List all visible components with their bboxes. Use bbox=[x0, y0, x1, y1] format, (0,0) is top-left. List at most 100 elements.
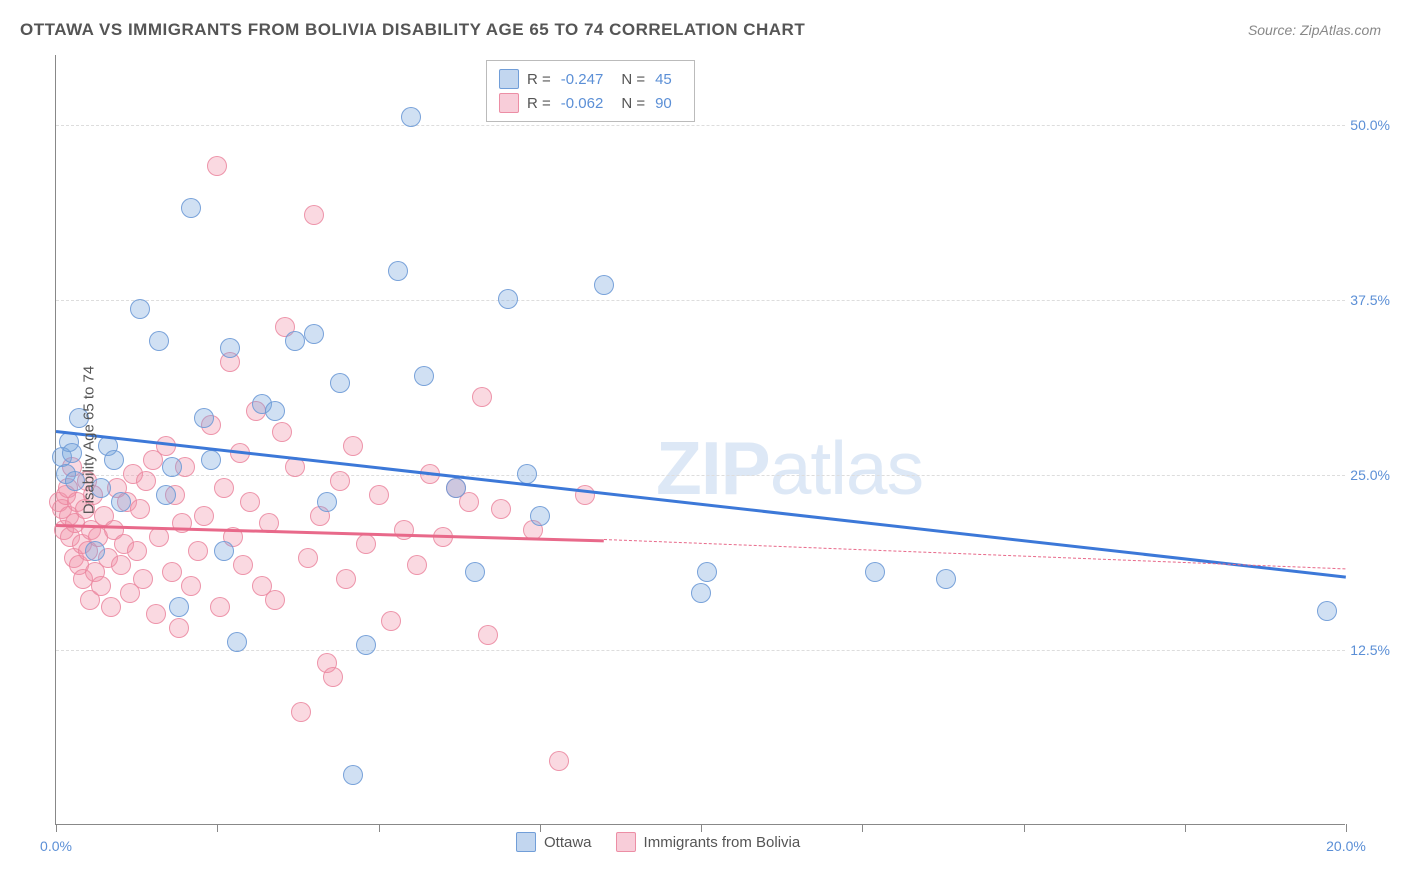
scatter-point bbox=[111, 555, 131, 575]
legend-swatch-bolivia bbox=[499, 93, 519, 113]
scatter-point bbox=[214, 478, 234, 498]
y-tick-label: 50.0% bbox=[1350, 117, 1390, 133]
legend-label-ottawa: Ottawa bbox=[544, 834, 592, 851]
x-tick bbox=[379, 824, 380, 832]
scatter-point bbox=[220, 338, 240, 358]
scatter-point bbox=[227, 632, 247, 652]
scatter-point bbox=[169, 618, 189, 638]
scatter-point bbox=[91, 576, 111, 596]
scatter-point bbox=[210, 597, 230, 617]
legend-n-label: N = bbox=[621, 95, 645, 112]
scatter-point bbox=[62, 443, 82, 463]
scatter-point bbox=[330, 471, 350, 491]
scatter-point bbox=[130, 499, 150, 519]
scatter-point bbox=[478, 625, 498, 645]
legend-n-value-ottawa: 45 bbox=[655, 71, 672, 88]
scatter-point bbox=[388, 261, 408, 281]
scatter-point bbox=[133, 569, 153, 589]
scatter-point bbox=[194, 408, 214, 428]
scatter-point bbox=[149, 331, 169, 351]
scatter-point bbox=[162, 457, 182, 477]
legend-label-bolivia: Immigrants from Bolivia bbox=[644, 834, 801, 851]
x-tick bbox=[1185, 824, 1186, 832]
chart-title: OTTAWA VS IMMIGRANTS FROM BOLIVIA DISABI… bbox=[20, 20, 805, 40]
scatter-point bbox=[194, 506, 214, 526]
scatter-point bbox=[356, 635, 376, 655]
legend-r-value-ottawa: -0.247 bbox=[561, 71, 604, 88]
scatter-point bbox=[317, 492, 337, 512]
scatter-point bbox=[188, 541, 208, 561]
scatter-point bbox=[323, 667, 343, 687]
scatter-point bbox=[162, 562, 182, 582]
scatter-point bbox=[401, 107, 421, 127]
correlation-legend: R = -0.247 N = 45 R = -0.062 N = 90 bbox=[486, 60, 695, 122]
y-tick-label: 37.5% bbox=[1350, 292, 1390, 308]
scatter-point bbox=[691, 583, 711, 603]
grid-line bbox=[56, 650, 1345, 651]
grid-line bbox=[56, 475, 1345, 476]
scatter-point bbox=[285, 331, 305, 351]
watermark-light: atlas bbox=[770, 426, 923, 510]
scatter-point bbox=[330, 373, 350, 393]
legend-swatch-ottawa bbox=[499, 69, 519, 89]
scatter-point bbox=[291, 702, 311, 722]
x-tick-label: 20.0% bbox=[1326, 838, 1366, 854]
scatter-point bbox=[343, 436, 363, 456]
scatter-point bbox=[181, 198, 201, 218]
scatter-point bbox=[369, 485, 389, 505]
x-tick bbox=[701, 824, 702, 832]
scatter-point bbox=[697, 562, 717, 582]
scatter-point bbox=[381, 611, 401, 631]
scatter-point bbox=[146, 604, 166, 624]
y-tick-label: 12.5% bbox=[1350, 642, 1390, 658]
scatter-point bbox=[130, 299, 150, 319]
y-tick-label: 25.0% bbox=[1350, 467, 1390, 483]
scatter-point bbox=[304, 324, 324, 344]
legend-n-label: N = bbox=[621, 71, 645, 88]
scatter-point bbox=[446, 478, 466, 498]
scatter-point bbox=[265, 401, 285, 421]
x-tick-label: 0.0% bbox=[40, 838, 72, 854]
scatter-point bbox=[265, 590, 285, 610]
chart-container: R = -0.247 N = 45 R = -0.062 N = 90 ZIPa… bbox=[55, 55, 1385, 825]
legend-swatch-ottawa bbox=[516, 832, 536, 852]
series-legend: Ottawa Immigrants from Bolivia bbox=[516, 832, 800, 852]
scatter-point bbox=[491, 499, 511, 519]
scatter-point bbox=[336, 569, 356, 589]
scatter-point bbox=[201, 450, 221, 470]
legend-r-label: R = bbox=[527, 95, 551, 112]
scatter-point bbox=[530, 506, 550, 526]
scatter-point bbox=[136, 471, 156, 491]
scatter-point bbox=[156, 485, 176, 505]
scatter-point bbox=[240, 492, 260, 512]
scatter-point bbox=[465, 562, 485, 582]
scatter-point bbox=[594, 275, 614, 295]
scatter-point bbox=[85, 541, 105, 561]
scatter-point bbox=[298, 548, 318, 568]
legend-row: R = -0.062 N = 90 bbox=[499, 91, 682, 115]
scatter-point bbox=[865, 562, 885, 582]
plot-area: R = -0.247 N = 45 R = -0.062 N = 90 ZIPa… bbox=[55, 55, 1345, 825]
scatter-point bbox=[181, 576, 201, 596]
scatter-point bbox=[101, 597, 121, 617]
x-tick bbox=[217, 824, 218, 832]
scatter-point bbox=[549, 751, 569, 771]
scatter-point bbox=[233, 555, 253, 575]
x-tick bbox=[56, 824, 57, 832]
watermark: ZIPatlas bbox=[656, 425, 923, 511]
scatter-point bbox=[472, 387, 492, 407]
trend-line bbox=[56, 524, 604, 542]
scatter-point bbox=[169, 597, 189, 617]
scatter-point bbox=[414, 366, 434, 386]
source-credit: Source: ZipAtlas.com bbox=[1248, 22, 1381, 38]
y-axis-label: Disability Age 65 to 74 bbox=[81, 366, 98, 514]
scatter-point bbox=[517, 464, 537, 484]
scatter-point bbox=[356, 534, 376, 554]
scatter-point bbox=[272, 422, 292, 442]
x-tick bbox=[1346, 824, 1347, 832]
grid-line bbox=[56, 300, 1345, 301]
scatter-point bbox=[111, 492, 131, 512]
legend-row: R = -0.247 N = 45 bbox=[499, 67, 682, 91]
legend-r-value-bolivia: -0.062 bbox=[561, 95, 604, 112]
legend-item: Immigrants from Bolivia bbox=[616, 832, 801, 852]
